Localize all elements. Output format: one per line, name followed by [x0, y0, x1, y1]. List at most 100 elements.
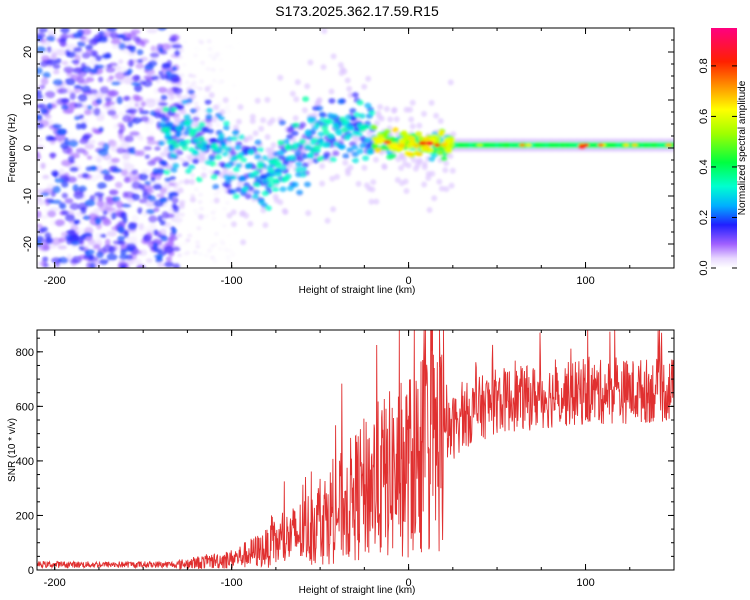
- heatmap-cell: [421, 181, 428, 188]
- heatmap-cell: [437, 118, 444, 124]
- heatmap-cell: [72, 184, 79, 192]
- heatmap-cell: [252, 170, 260, 176]
- heatmap-cell: [190, 108, 197, 114]
- heatmap-cell: [125, 259, 135, 265]
- heatmap-cell: [149, 52, 160, 58]
- heatmap-cell: [78, 245, 86, 252]
- heatmap-cell: [114, 71, 126, 80]
- heatmap-cell: [207, 133, 213, 138]
- heatmap-cell: [229, 188, 237, 195]
- heatmap-cell: [153, 229, 159, 236]
- heatmap-cell: [152, 183, 163, 190]
- heatmap-cell: [389, 153, 397, 159]
- heatmap-cell: [141, 169, 150, 174]
- heatmap-cell: [125, 254, 133, 261]
- heatmap-cell: [130, 81, 141, 86]
- heatmap-cell: [143, 64, 154, 71]
- heatmap-cell: [164, 131, 172, 137]
- heatmap-cell: [200, 60, 206, 65]
- heatmap-cell: [504, 141, 511, 149]
- heatmap-cell: [383, 106, 390, 112]
- heatmap-cell: [245, 163, 253, 169]
- heatmap-cell: [295, 161, 303, 168]
- heatmap-cell: [129, 131, 140, 136]
- heatmap-cell: [153, 248, 163, 253]
- heatmap-cell: [161, 211, 169, 220]
- heatmap-cell: [394, 177, 401, 183]
- heatmap-cell: [224, 178, 232, 185]
- heatmap-cell: [51, 52, 58, 59]
- heatmap-cell: [131, 193, 140, 201]
- heatmap-cell: [277, 199, 284, 206]
- heatmap-cell: [302, 96, 310, 102]
- heatmap-cell: [223, 124, 231, 131]
- heatmap-cell: [223, 120, 231, 127]
- heatmap-cell: [54, 177, 64, 183]
- heatmap-cell: [176, 104, 183, 111]
- heatmap-cell: [672, 142, 674, 149]
- heatmap-cell: [330, 53, 337, 60]
- heatmap-cell: [185, 238, 191, 243]
- heatmap-cell: [570, 141, 577, 149]
- heatmap-cell: [205, 107, 213, 114]
- heatmap-cell: [118, 34, 127, 39]
- heatmap-cell: [209, 137, 217, 144]
- heatmap-cell: [101, 215, 107, 220]
- colorbar-label: Normalized spectral amplitude: [737, 80, 748, 215]
- heatmap-cell: [247, 134, 254, 141]
- heatmap-cell: [68, 139, 79, 148]
- heatmap-cell: [171, 217, 176, 222]
- heatmap-cell: [313, 144, 321, 151]
- heatmap-cell: [284, 144, 292, 150]
- heatmap-cell: [317, 131, 325, 138]
- heatmap-cell: [231, 83, 237, 88]
- heatmap-cell: [142, 79, 153, 87]
- heatmap-cell: [198, 192, 204, 197]
- heatmap-cell: [117, 240, 126, 245]
- heatmap-cell: [361, 83, 368, 90]
- heatmap-cell: [151, 34, 158, 41]
- heatmap-cell: [267, 151, 274, 158]
- heatmap-cell: [180, 108, 187, 115]
- heatmap-cell: [73, 219, 80, 225]
- heatmap-cell: [256, 146, 264, 153]
- heatmap-cell: [108, 245, 116, 254]
- heatmap-cell: [344, 114, 352, 121]
- snr-y-tick-label: 600: [16, 401, 34, 413]
- heatmap-cell: [447, 153, 454, 160]
- heatmap-cell: [46, 35, 56, 42]
- heatmap-cell: [377, 104, 384, 110]
- heatmap-cell: [403, 188, 410, 194]
- heatmap-cell: [393, 116, 400, 123]
- heatmap-cell: [138, 173, 149, 181]
- heatmap-cell: [123, 163, 135, 171]
- heatmap-cell: [355, 180, 362, 187]
- heatmap-cell: [274, 162, 282, 169]
- heatmap-cell: [219, 67, 224, 72]
- heatmap-cell: [283, 138, 290, 145]
- heatmap-cell: [321, 28, 328, 34]
- heatmap-cell: [45, 236, 54, 245]
- heatmap-cell: [124, 135, 134, 143]
- heatmap-cell: [116, 147, 126, 154]
- heatmap-cell: [291, 130, 299, 137]
- heatmap-cell: [104, 101, 111, 107]
- heatmap-cell: [195, 240, 201, 245]
- heatmap-cell: [230, 209, 237, 216]
- heatmap-cell: [219, 79, 225, 84]
- heatmap-cell: [85, 76, 95, 83]
- heatmap-cell: [423, 144, 431, 151]
- heatmap-cell: [171, 197, 179, 204]
- heatmap-cell: [362, 155, 370, 161]
- heatmap-cell: [153, 87, 160, 94]
- heatmap-cell: [510, 141, 517, 149]
- heatmap-cell: [69, 166, 79, 172]
- heatmap-cell: [47, 210, 57, 218]
- heatmap-cell: [168, 207, 174, 212]
- heatmap-cell: [563, 141, 570, 149]
- heatmap-cell: [108, 139, 117, 147]
- heatmap-cell: [210, 255, 215, 260]
- heatmap-cell: [189, 173, 195, 178]
- heatmap-cell: [152, 168, 161, 175]
